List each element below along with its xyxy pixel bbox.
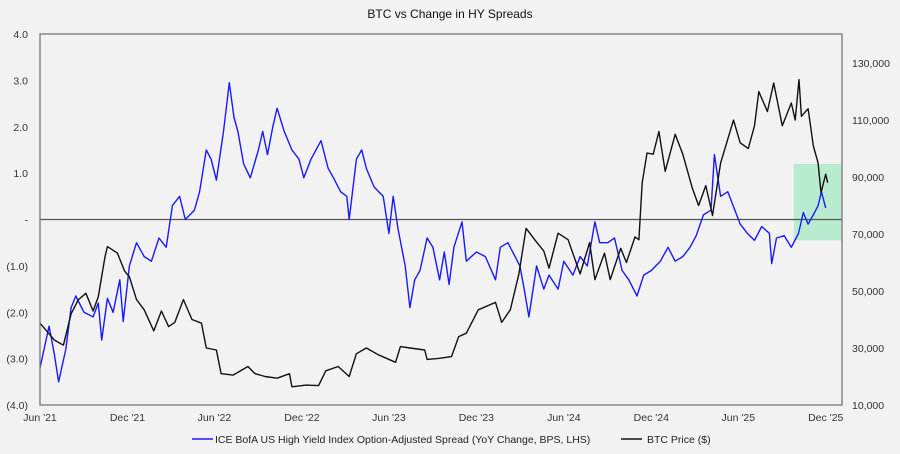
x-tick-label: Dec '25	[808, 412, 843, 424]
left-tick-label: 2.0	[13, 122, 28, 134]
x-tick-label: Dec '24	[634, 412, 669, 424]
x-tick-label: Jun '24	[547, 412, 581, 424]
series-lines	[39, 78, 829, 388]
x-tick-label: Dec '21	[110, 412, 145, 424]
left-tick-label: (3.0)	[6, 354, 28, 366]
right-tick-label: 30,000	[852, 343, 884, 355]
right-tick-label: 50,000	[852, 286, 884, 298]
left-axis: 4.0 3.0 2.0 1.0 - (1.0) (2.0) (3.0) (4.0)	[6, 29, 28, 412]
left-tick-label: 3.0	[13, 75, 28, 87]
left-tick-label: (4.0)	[6, 400, 28, 412]
x-tick-label: Dec '22	[284, 412, 319, 424]
left-tick-label: (2.0)	[6, 307, 28, 319]
chart-title: BTC vs Change in HY Spreads	[367, 7, 532, 21]
left-tick-label: (1.0)	[6, 261, 28, 273]
left-tick-label: -	[25, 215, 29, 227]
right-tick-label: 130,000	[852, 58, 890, 70]
plot-frame	[39, 33, 843, 406]
x-axis: Jun '21 Dec '21 Jun '22 Dec '22 Jun '23 Dec '…	[23, 412, 843, 424]
left-tick-label: 4.0	[13, 29, 28, 41]
legend-label-btc: BTC Price ($)	[647, 434, 711, 446]
highlight-box	[793, 163, 842, 241]
right-tick-label: 90,000	[852, 172, 884, 184]
x-tick-label: Jun '21	[23, 412, 57, 424]
right-tick-label: 10,000	[852, 400, 884, 412]
x-tick-label: Jun '25	[722, 412, 756, 424]
legend: ICE BofA US High Yield Index Option-Adju…	[192, 434, 711, 446]
right-tick-label: 70,000	[852, 229, 884, 241]
hy-spread-line	[39, 82, 827, 383]
right-axis: 10,000 30,000 50,000 70,000 90,000 110,000 130…	[852, 58, 890, 412]
x-tick-label: Jun '23	[372, 412, 406, 424]
right-tick-label: 110,000	[852, 115, 889, 127]
x-tick-label: Dec '23	[459, 412, 494, 424]
btc-price-line	[39, 78, 829, 388]
x-tick-label: Jun '22	[198, 412, 232, 424]
left-tick-label: 1.0	[13, 168, 28, 180]
legend-label-hy-spread: ICE BofA US High Yield Index Option-Adju…	[215, 434, 590, 446]
